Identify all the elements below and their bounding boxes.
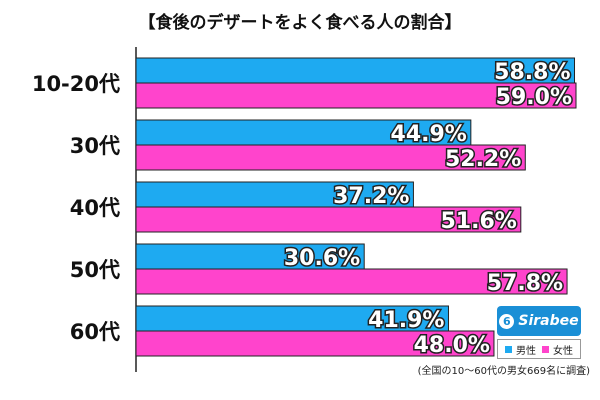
value-label-male: 41.9% [368,308,444,333]
bar-female [135,206,522,233]
category-label: 50代 [70,258,120,282]
value-label-male: 37.2% [333,184,409,209]
value-label-female: 59.0% [496,85,572,110]
legend-label-male: 男性 [516,345,536,357]
category-label: 40代 [70,196,120,220]
bar-male [135,181,414,208]
value-label-female: 48.0% [414,333,490,358]
survey-footnote: (全国の10～60代の男女669名に調査) [417,366,590,377]
bar-male [135,57,576,84]
sirabee-6-icon: 6 [499,313,515,329]
legend: 男性 女性 [497,339,581,359]
value-label-female: 57.8% [487,271,563,296]
bar-male [135,243,365,270]
legend-swatch-female [542,345,549,353]
bar-female [135,268,568,295]
sirabee-logo-text: Sirabee [518,313,579,329]
value-label-male: 58.8% [494,60,570,85]
bar-female [135,144,526,171]
legend-swatch-male [505,345,512,353]
sirabee-logo: 6 Sirabee [497,306,581,336]
legend-label-female: 女性 [553,345,573,357]
category-label: 60代 [70,320,120,344]
category-label: 10-20代 [32,72,120,96]
value-label-male: 44.9% [391,122,467,147]
chart-title: 【食後のデザートをよく食べる人の割合】 [139,12,462,33]
value-label-male: 30.6% [284,246,360,271]
value-label-female: 51.6% [440,209,516,234]
bar-female [135,330,495,357]
value-label-female: 52.2% [445,147,521,172]
category-label: 30代 [70,134,120,158]
bar-female [135,82,577,109]
